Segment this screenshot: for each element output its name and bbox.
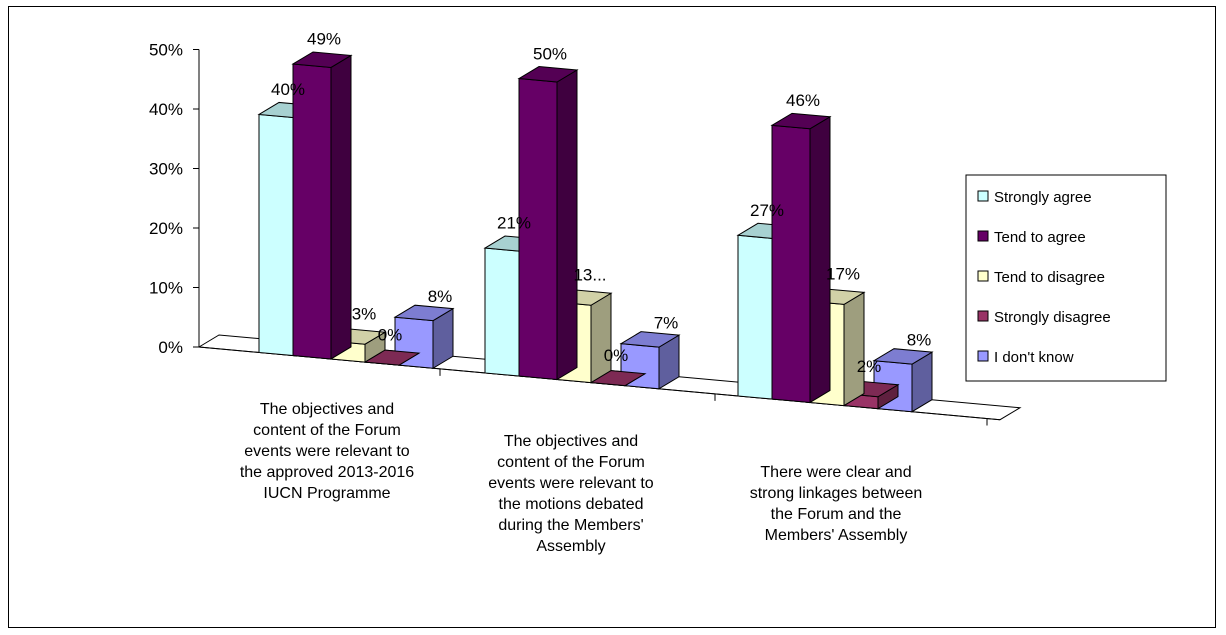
category-label-line: events were relevant to bbox=[244, 443, 410, 460]
bar-front-face bbox=[258, 113, 298, 357]
category-label-line: Assembly bbox=[536, 538, 605, 555]
data-label: 21% bbox=[497, 214, 531, 233]
bar-side-face bbox=[843, 291, 865, 407]
bar-side-face bbox=[330, 54, 352, 360]
data-label: 49% bbox=[307, 30, 341, 49]
data-label: 8% bbox=[428, 287, 453, 306]
category-label-line: The objectives and bbox=[260, 401, 394, 418]
data-label: 0% bbox=[604, 346, 629, 365]
legend-label: Strongly disagree bbox=[994, 309, 1111, 326]
data-label: 2% bbox=[857, 357, 882, 376]
legend-label: I don't know bbox=[994, 349, 1074, 366]
data-label: 17% bbox=[826, 265, 860, 284]
category-labels-layer: The objectives and content of the Forum ev… bbox=[240, 401, 922, 555]
data-label: 7% bbox=[654, 313, 679, 332]
category-label-line: The objectives and bbox=[504, 433, 638, 450]
y-tick-label: 20% bbox=[149, 219, 183, 238]
bar-top-face bbox=[770, 112, 832, 130]
y-tick-label: 30% bbox=[149, 160, 183, 179]
bar-top-face bbox=[291, 51, 353, 68]
category-label: There were clear and strong linkages betw… bbox=[750, 464, 923, 544]
bar bbox=[770, 112, 832, 404]
legend-swatch bbox=[977, 230, 989, 242]
legend-box bbox=[965, 174, 1167, 382]
category-label-line: the Forum and the bbox=[771, 506, 902, 523]
legend-label: Tend to agree bbox=[994, 229, 1086, 246]
category-label: The objectives and content of the Forum ev… bbox=[240, 401, 414, 502]
category-label-line: content of the Forum bbox=[497, 454, 645, 471]
legend-swatch bbox=[977, 270, 989, 282]
legend-swatch bbox=[977, 310, 989, 322]
data-label: 0% bbox=[378, 325, 403, 344]
category-label-line: the approved 2013-2016 bbox=[240, 464, 414, 481]
data-label: 8% bbox=[907, 330, 932, 349]
bar bbox=[291, 51, 353, 360]
bar-front-face bbox=[771, 124, 811, 404]
bar-top-face bbox=[872, 348, 934, 365]
y-tick-label: 50% bbox=[149, 41, 183, 60]
bar-front-face bbox=[737, 234, 777, 400]
bar bbox=[619, 331, 681, 390]
bars-layer bbox=[257, 51, 934, 413]
data-label: 27% bbox=[750, 201, 784, 220]
bar-side-face bbox=[556, 69, 578, 381]
y-tick-label: 40% bbox=[149, 100, 183, 119]
category-label: The objectives and content of the Forum ev… bbox=[488, 433, 654, 555]
category-label-line: during the Members' bbox=[498, 517, 643, 534]
y-tick-label: 10% bbox=[149, 279, 183, 298]
legend-label: Tend to disagree bbox=[994, 269, 1105, 286]
category-label-line: content of the Forum bbox=[253, 422, 401, 439]
bar-top-face bbox=[517, 66, 579, 83]
y-tick-label: 0% bbox=[158, 338, 183, 357]
data-label: 50% bbox=[533, 44, 567, 63]
category-label-line: There were clear and bbox=[760, 464, 911, 481]
legend-swatch bbox=[977, 350, 989, 362]
bar-side-face bbox=[590, 292, 612, 384]
category-label-line: IUCN Programme bbox=[263, 485, 390, 502]
bar-top-face bbox=[619, 331, 681, 348]
data-label: 46% bbox=[786, 91, 820, 110]
bar-front-face bbox=[292, 63, 332, 360]
bar-front-face bbox=[484, 247, 524, 377]
bar-side-face bbox=[809, 115, 831, 404]
category-label-line: Members' Assembly bbox=[765, 527, 908, 544]
data-labels-layer: 40%49%3%0%8%21%50%13...0%7%27%46%17%2%8% bbox=[271, 30, 931, 376]
bar bbox=[517, 66, 579, 381]
axis-layer: 0% 10% 20% 30% 40% 50% bbox=[149, 41, 200, 357]
category-label-line: strong linkages between bbox=[750, 485, 923, 502]
category-label-line: events were relevant to bbox=[488, 475, 654, 492]
bar-top-face bbox=[393, 304, 455, 322]
legend: Strongly agree Tend to agree Tend to disag… bbox=[965, 174, 1167, 382]
data-label: 3% bbox=[352, 304, 377, 323]
data-label: 13... bbox=[573, 266, 606, 285]
legend-label: Strongly agree bbox=[994, 189, 1092, 206]
category-label-line: the motions debated bbox=[499, 496, 644, 513]
legend-swatch bbox=[977, 190, 989, 202]
data-label: 40% bbox=[271, 80, 305, 99]
